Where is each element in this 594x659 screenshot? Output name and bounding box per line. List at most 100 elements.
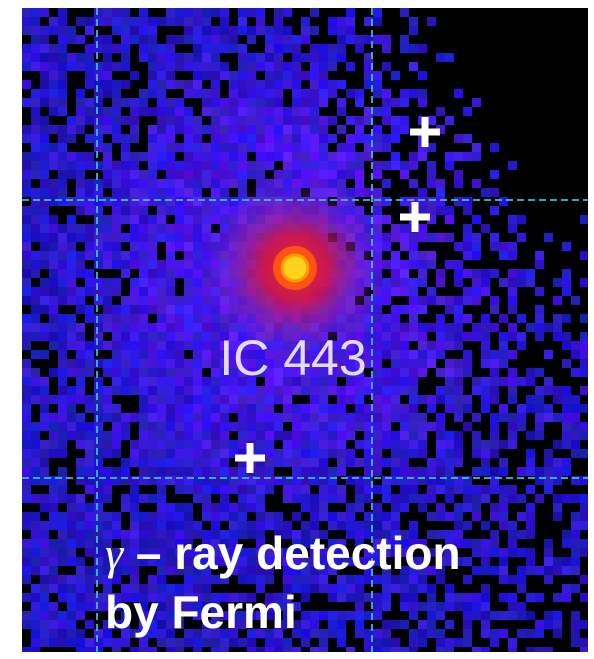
pixel: [76, 53, 85, 62]
pixel: [76, 17, 85, 26]
pixel: [427, 512, 436, 521]
pixel: [436, 647, 445, 656]
pixel: [202, 107, 211, 116]
pixel: [301, 629, 310, 638]
pixel: [220, 503, 229, 512]
pixel: [544, 404, 553, 413]
pixel: [256, 26, 265, 35]
pixel: [157, 107, 166, 116]
pixel: [58, 548, 67, 557]
pixel: [166, 341, 175, 350]
pixel: [328, 413, 337, 422]
pixel: [418, 296, 427, 305]
pixel: [400, 368, 409, 377]
pixel: [202, 386, 211, 395]
pixel: [202, 170, 211, 179]
pixel: [454, 332, 463, 341]
pixel: [139, 467, 148, 476]
pixel: [337, 80, 346, 89]
pixel: [535, 287, 544, 296]
pixel: [409, 647, 418, 656]
pixel: [400, 494, 409, 503]
pixel: [31, 260, 40, 269]
pixel: [175, 305, 184, 314]
pixel: [382, 638, 391, 647]
pixel: [382, 458, 391, 467]
pixel: [103, 152, 112, 161]
pixel: [166, 449, 175, 458]
gamma-symbol: γ: [105, 528, 125, 579]
pixel: [22, 566, 31, 575]
pixel: [139, 53, 148, 62]
pixel: [319, 629, 328, 638]
pixel: [49, 413, 58, 422]
pixel: [166, 233, 175, 242]
pixel: [130, 647, 139, 656]
pixel: [67, 53, 76, 62]
pixel: [184, 404, 193, 413]
pixel: [526, 323, 535, 332]
pixel: [409, 467, 418, 476]
pixel: [76, 323, 85, 332]
pixel: [301, 143, 310, 152]
pixel: [544, 233, 553, 242]
pixel: [220, 116, 229, 125]
pixel: [508, 161, 517, 170]
pixel: [40, 170, 49, 179]
pixel: [76, 566, 85, 575]
pixel: [112, 638, 121, 647]
pixel: [40, 458, 49, 467]
pixel: [256, 107, 265, 116]
pixel: [301, 161, 310, 170]
pixel: [148, 494, 157, 503]
pixel: [373, 89, 382, 98]
pixel: [490, 512, 499, 521]
pixel: [103, 143, 112, 152]
pixel: [58, 620, 67, 629]
pixel: [103, 296, 112, 305]
pixel: [526, 431, 535, 440]
pixel: [391, 584, 400, 593]
pixel: [211, 197, 220, 206]
pixel: [373, 107, 382, 116]
pixel: [337, 422, 346, 431]
pixel: [193, 215, 202, 224]
pixel: [94, 431, 103, 440]
pixel: [31, 593, 40, 602]
pixel: [463, 269, 472, 278]
pixel: [373, 503, 382, 512]
pixel: [175, 512, 184, 521]
pixel: [400, 602, 409, 611]
pixel: [58, 53, 67, 62]
pixel: [184, 35, 193, 44]
pixel: [400, 89, 409, 98]
pixel: [571, 296, 580, 305]
pixel: [391, 134, 400, 143]
pixel: [256, 62, 265, 71]
pixel: [22, 206, 31, 215]
pixel: [346, 116, 355, 125]
pixel: [319, 638, 328, 647]
pixel: [535, 494, 544, 503]
pixel: [472, 485, 481, 494]
pixel: [130, 350, 139, 359]
pixel: [49, 368, 58, 377]
pixel: [454, 449, 463, 458]
pixel: [274, 35, 283, 44]
pixel: [22, 224, 31, 233]
pixel: [184, 431, 193, 440]
pixel: [94, 296, 103, 305]
pixel: [202, 125, 211, 134]
pixel: [184, 206, 193, 215]
pixel: [202, 143, 211, 152]
pixel: [427, 467, 436, 476]
pixel: [562, 422, 571, 431]
pixel: [481, 224, 490, 233]
pixel: [85, 449, 94, 458]
pixel: [103, 467, 112, 476]
pixel: [463, 350, 472, 359]
pixel: [427, 494, 436, 503]
pixel: [166, 431, 175, 440]
pixel: [157, 53, 166, 62]
pixel: [31, 539, 40, 548]
